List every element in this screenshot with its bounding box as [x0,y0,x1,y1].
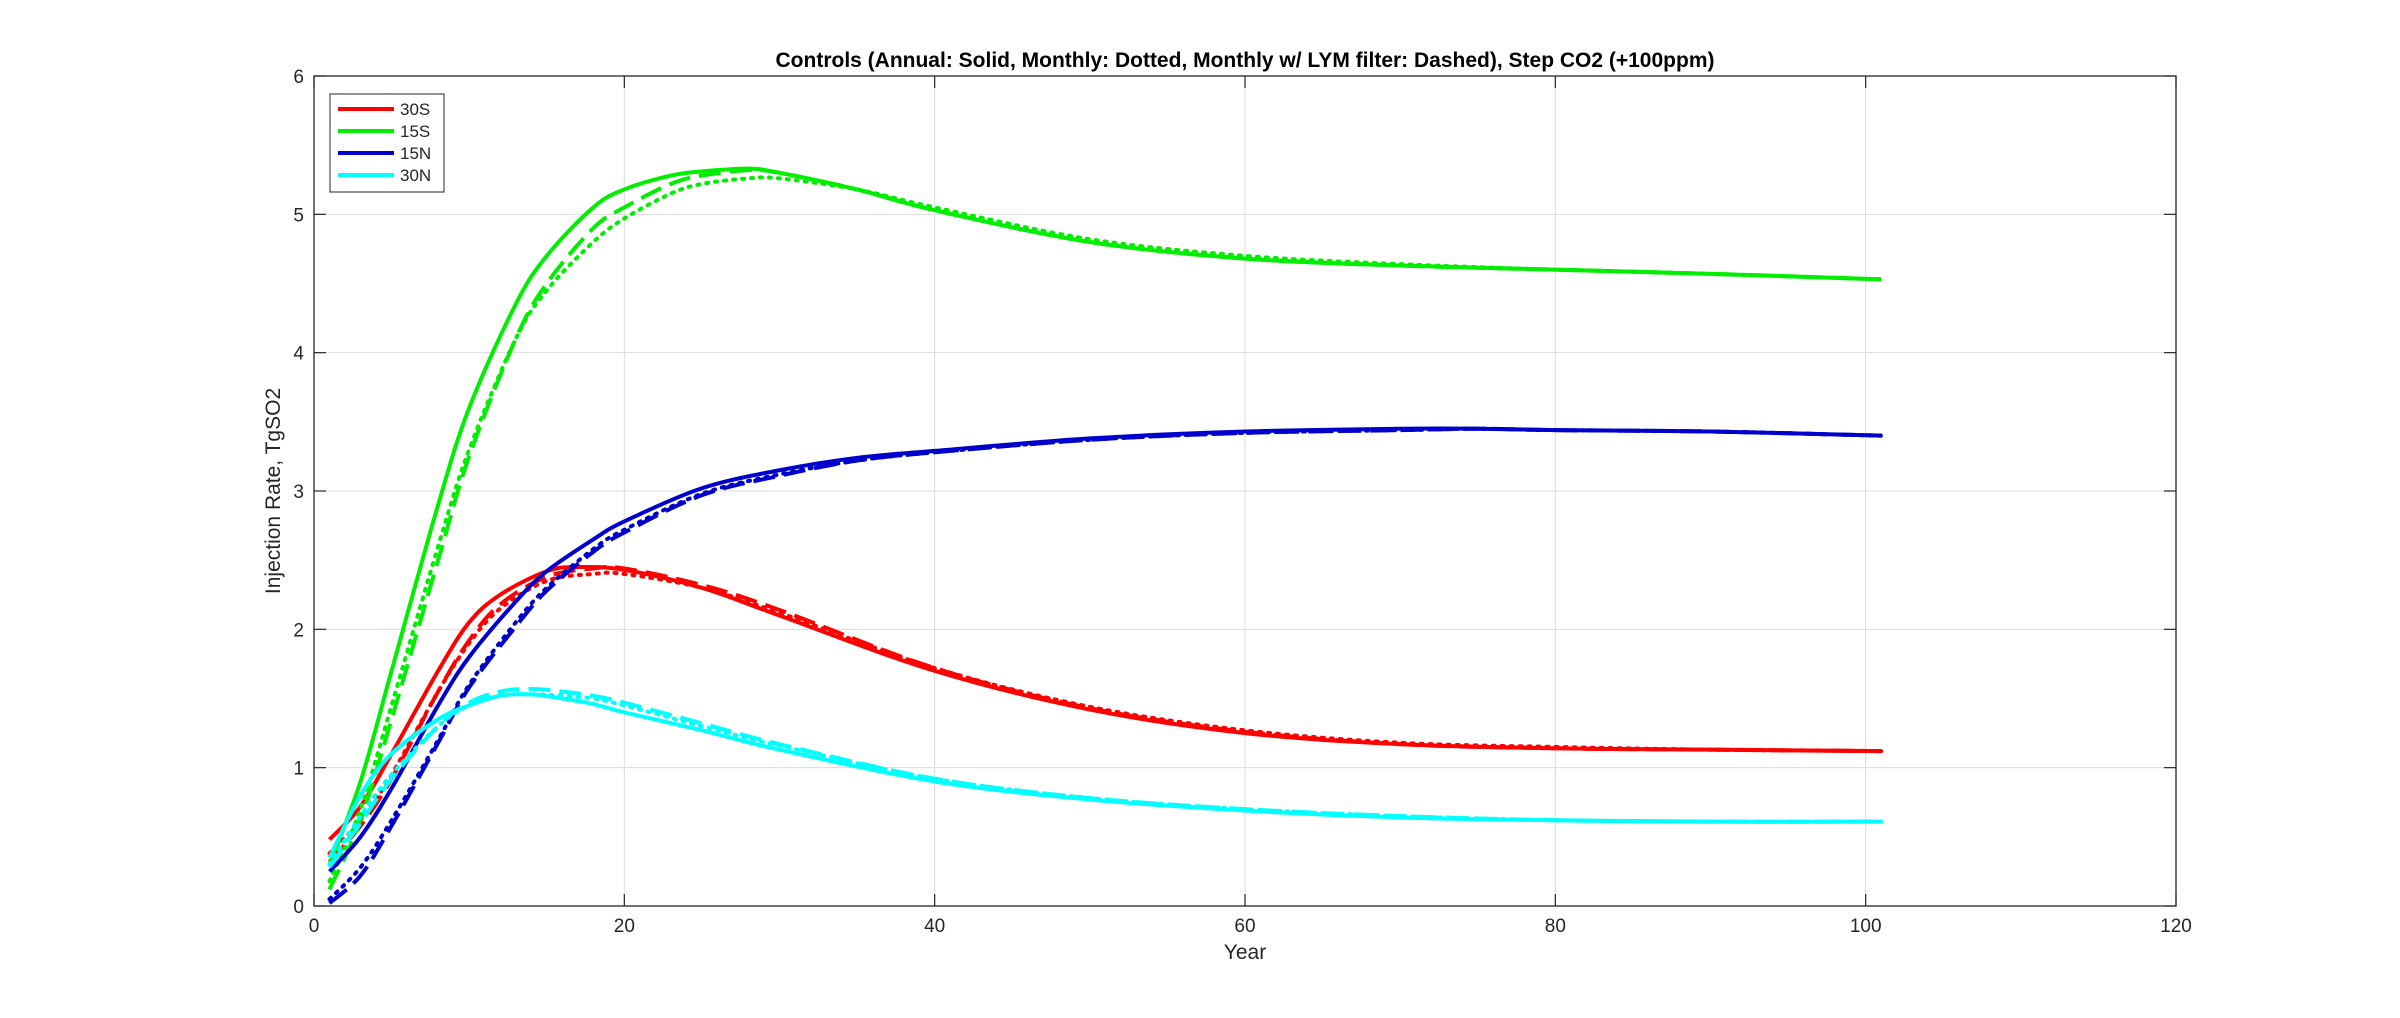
x-tick-label: 120 [2160,916,2192,937]
x-tick-label: 20 [614,916,635,937]
y-tick-label: 6 [293,67,304,88]
y-tick-label: 2 [293,620,304,641]
grid [314,76,2176,906]
x-tick-label: 80 [1545,916,1566,937]
x-axis-label: Year [1224,941,1266,964]
legend-label-15N: 15N [400,144,431,163]
y-tick-label: 1 [293,759,304,780]
y-tick-label: 3 [293,482,304,503]
series-15S-monthly-line [327,175,1884,884]
x-tick-label: 40 [924,916,945,937]
legend-label-30N: 30N [400,166,431,185]
legend-label-30S: 30S [400,100,430,119]
y-tick-label: 5 [293,205,304,226]
series-30N-annual-line [327,692,1882,859]
chart-title: Controls (Annual: Solid, Monthly: Dotted… [776,49,1715,72]
y-tick-label: 4 [293,344,304,365]
y-axis-label: Injection Rate, TgSO2 [262,388,285,594]
legend: 30S 15S 15N 30N [329,93,445,193]
series-layer [327,166,1884,905]
ticks: 0 20 40 60 80 100 120 0 1 2 3 4 5 6 [293,67,2191,937]
series-15S-annual-line [327,166,1882,866]
x-tick-label: 60 [1234,916,1255,937]
series-15N-annual-line [328,426,1882,873]
series-30S-annual-line [328,564,1882,841]
x-tick-label: 0 [309,916,320,937]
legend-label-15S: 15S [400,122,430,141]
series-30S-monthly-lym-line [328,564,1882,864]
y-tick-label: 0 [293,897,304,918]
x-tick-label: 100 [1850,916,1882,937]
